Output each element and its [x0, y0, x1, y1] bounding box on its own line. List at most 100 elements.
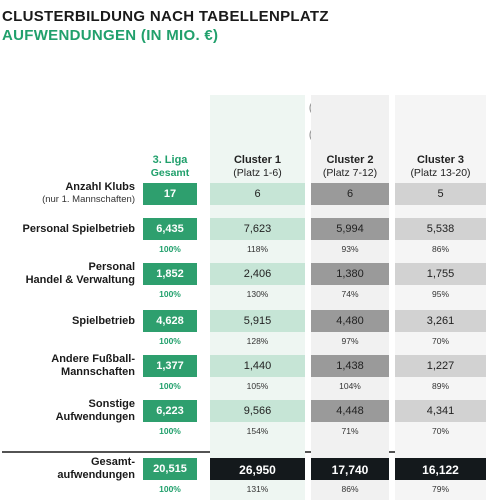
cell-value: 1,440 — [243, 360, 272, 372]
row-label: Spielbetrieb — [72, 314, 135, 327]
cell-value: 4,448 — [336, 405, 364, 417]
cell — [143, 355, 197, 377]
cell-percent: 100% — [159, 289, 181, 299]
column-header: Cluster 1 — [233, 154, 282, 166]
cell — [395, 263, 486, 285]
cell — [395, 310, 486, 332]
cell-percent: 71% — [341, 426, 359, 436]
cell-value: 26,950 — [239, 463, 276, 477]
column-background — [210, 95, 305, 500]
row-label: Andere Fußball- — [51, 353, 135, 365]
cell-value: 1,852 — [156, 268, 184, 280]
cell — [143, 218, 197, 240]
row-label: Handel & Verwaltung — [25, 274, 135, 286]
cell-value: 6 — [254, 188, 261, 200]
cell-value: 5,994 — [336, 223, 364, 235]
cell-percent: 100% — [159, 244, 181, 254]
cell-percent: 118% — [246, 244, 269, 254]
cell-percent: 74% — [341, 289, 359, 299]
cell-value: 20,515 — [153, 463, 187, 475]
title: CLUSTERBILDUNG NACH TABELLENPLATZ — [2, 8, 329, 25]
cell-value: 2,406 — [243, 268, 272, 280]
cell-percent: 70% — [431, 336, 449, 346]
cell — [311, 355, 389, 377]
cell — [143, 400, 197, 422]
cell-value: 16,122 — [422, 463, 459, 477]
cell-percent: 86% — [431, 244, 449, 254]
cell-value: 1,377 — [156, 360, 184, 372]
cell-value: 4,341 — [426, 405, 455, 417]
cell-value: 1,380 — [336, 268, 364, 280]
cell — [210, 400, 305, 422]
cell-value: 7,623 — [243, 223, 272, 235]
cell-value: 1,438 — [336, 360, 364, 372]
cell-percent: 86% — [341, 484, 359, 494]
cell-value: 3,261 — [426, 315, 455, 327]
cell-percent: 100% — [159, 426, 181, 436]
cell-value: 1,227 — [426, 360, 455, 372]
cell-percent: 105% — [246, 381, 269, 391]
cell-percent: 104% — [339, 381, 361, 391]
cell-percent: 100% — [159, 484, 181, 494]
cell — [395, 400, 486, 422]
cell — [210, 183, 305, 205]
cell-value: 17 — [163, 188, 177, 200]
cell-percent: 70% — [431, 426, 449, 436]
cell — [395, 183, 486, 205]
cell-value: 1,755 — [426, 268, 455, 280]
cell — [143, 183, 197, 205]
cell — [395, 218, 486, 240]
cell-percent: 89% — [431, 381, 449, 391]
cell-percent: 79% — [431, 484, 449, 494]
column-subheader: Gesamt — [150, 167, 190, 179]
cell-value: 5 — [437, 188, 444, 200]
row-label: aufwendungen — [57, 469, 135, 481]
cell — [143, 263, 197, 285]
cell-percent: 95% — [431, 289, 449, 299]
column-subheader: (Platz 13-20) — [410, 167, 471, 179]
cell-value: 9,566 — [243, 405, 272, 417]
subtitle: AUFWENDUNGEN (IN MIO. €) — [2, 27, 219, 44]
cell — [210, 355, 305, 377]
cell — [311, 263, 389, 285]
cell-value: 5,538 — [426, 223, 455, 235]
cell — [143, 310, 197, 332]
cell — [311, 183, 389, 205]
row-label: Anzahl Klubs — [65, 181, 135, 193]
cell-percent: 128% — [246, 336, 269, 346]
cell — [311, 310, 389, 332]
cell-percent: 130% — [246, 289, 269, 299]
row-label: Gesamt- — [90, 456, 135, 468]
column-subheader: (Platz 1-6) — [233, 167, 282, 179]
cell-value: 17,740 — [331, 463, 369, 477]
cell — [210, 263, 305, 285]
column-subheader: (Platz 7-12) — [322, 167, 378, 179]
cell — [395, 458, 486, 480]
cell — [210, 218, 305, 240]
cell-percent: 93% — [341, 244, 359, 254]
cell — [210, 310, 305, 332]
cell-percent: 100% — [159, 336, 181, 346]
cell-value: 4,628 — [156, 315, 184, 327]
cell-value: 5,915 — [243, 315, 272, 327]
row-label: Personal — [88, 261, 135, 273]
cell-percent: 131% — [246, 484, 269, 494]
row-label: Sonstige — [88, 398, 135, 410]
column-header: Cluster 2 — [326, 154, 374, 166]
cell-percent: 154% — [246, 426, 269, 436]
cell — [311, 400, 389, 422]
cell-percent: 97% — [341, 336, 359, 346]
column-header: Cluster 3 — [416, 154, 465, 166]
row-label: Personal Spielbetrieb — [22, 222, 135, 235]
cell-percent: 100% — [159, 381, 181, 391]
row-note: (nur 1. Mannschaften) — [42, 194, 135, 205]
row-label: Mannschaften — [61, 366, 135, 378]
cell — [311, 458, 389, 480]
column-background — [395, 95, 486, 500]
cell — [143, 458, 197, 480]
cell — [311, 218, 389, 240]
cell-value: 6,435 — [156, 223, 184, 235]
column-header: 3. Liga — [152, 154, 188, 166]
cell — [395, 355, 486, 377]
